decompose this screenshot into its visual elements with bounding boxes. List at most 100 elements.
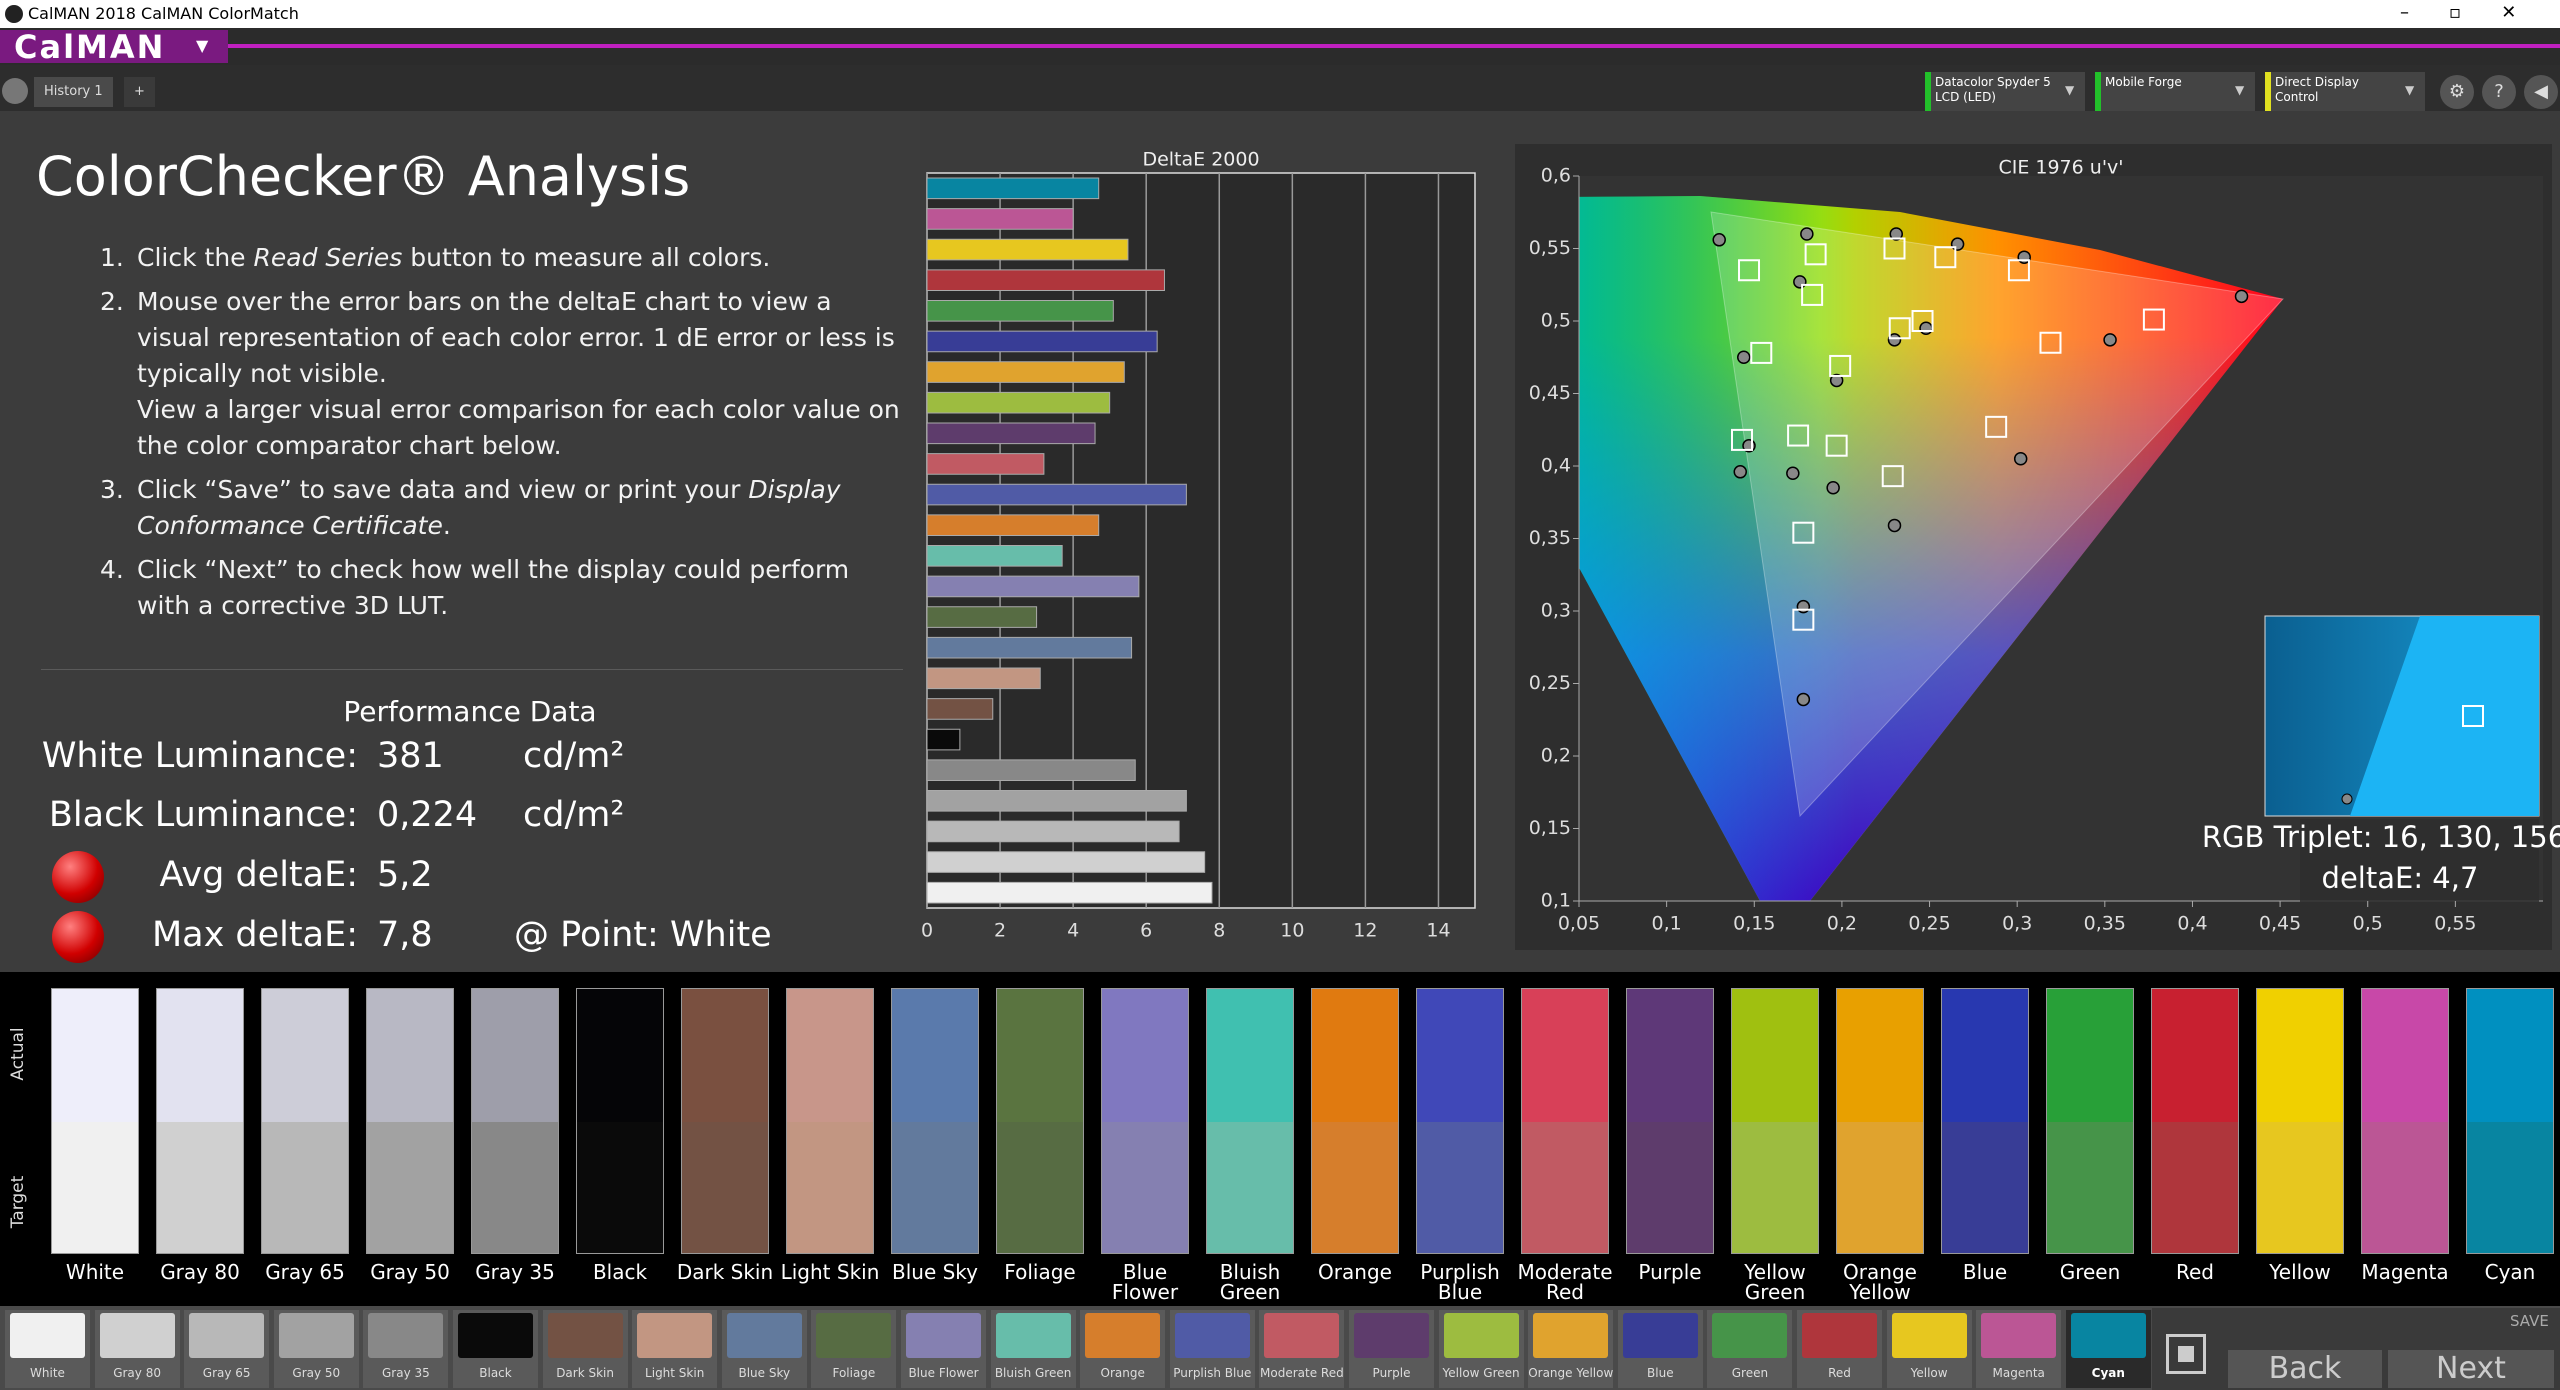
nav-item[interactable]: Dark Skin xyxy=(542,1310,628,1388)
swatch-actual[interactable] xyxy=(471,988,559,1122)
tab[interactable]: History 1 xyxy=(34,77,113,107)
swatch-actual[interactable] xyxy=(1626,988,1714,1122)
target-point xyxy=(2142,308,2165,331)
back-button[interactable]: Back xyxy=(2228,1350,2382,1388)
swatch-target[interactable] xyxy=(1311,1122,1399,1254)
toolbar-button[interactable]: ? xyxy=(2482,75,2516,109)
nav-item[interactable]: Purple xyxy=(1349,1310,1434,1388)
nav-item[interactable]: Orange xyxy=(1080,1310,1166,1388)
measured-point xyxy=(1733,465,1748,479)
nav-item[interactable]: Purplish Blue xyxy=(1169,1310,1255,1388)
nav-item[interactable]: Light Skin xyxy=(632,1310,718,1388)
swatch-actual[interactable] xyxy=(576,988,664,1122)
nav-item[interactable]: Black xyxy=(453,1310,538,1388)
swatch-actual[interactable] xyxy=(1731,988,1819,1122)
swatch-target[interactable] xyxy=(2046,1122,2134,1254)
swatch-actual[interactable] xyxy=(156,988,244,1122)
nav-item[interactable]: Red xyxy=(1797,1310,1882,1388)
nav-item[interactable]: Yellow Green xyxy=(1438,1310,1524,1388)
swatch-actual[interactable] xyxy=(1941,988,2029,1122)
nav-item[interactable]: White xyxy=(5,1310,90,1388)
nav-item[interactable]: Yellow xyxy=(1886,1310,1972,1388)
swatch-actual[interactable] xyxy=(2151,988,2239,1122)
play-button[interactable] xyxy=(2,78,28,104)
nav-item[interactable]: Magenta xyxy=(1976,1310,2062,1388)
swatch-target[interactable] xyxy=(891,1122,979,1254)
bar xyxy=(926,728,961,751)
swatch-target[interactable] xyxy=(1521,1122,1609,1254)
swatch-actual[interactable] xyxy=(1206,988,1294,1122)
nav-item[interactable]: Blue Flower xyxy=(901,1310,986,1388)
swatch-target[interactable] xyxy=(261,1122,349,1254)
source-selector[interactable]: Direct Display Control ▼ xyxy=(2265,72,2425,111)
nav-item[interactable]: Gray 80 xyxy=(94,1310,180,1388)
nav-label: Gray 80 xyxy=(113,1366,161,1380)
swatch-actual[interactable] xyxy=(1416,988,1504,1122)
swatch-target[interactable] xyxy=(51,1122,139,1254)
swatch-target[interactable] xyxy=(471,1122,559,1254)
swatch-target[interactable] xyxy=(2151,1122,2239,1254)
swatch-actual[interactable] xyxy=(1101,988,1189,1122)
swatch-target[interactable] xyxy=(1941,1122,2029,1254)
save-button[interactable]: SAVE xyxy=(2510,1312,2549,1330)
swatch-target[interactable] xyxy=(1626,1122,1714,1254)
swatch-target[interactable] xyxy=(1731,1122,1819,1254)
swatch-target[interactable] xyxy=(681,1122,769,1254)
swatch-target[interactable] xyxy=(576,1122,664,1254)
logo[interactable]: CalMAN ▼ xyxy=(0,28,228,66)
instruction-marker: 2. xyxy=(100,287,124,316)
swatch-target[interactable] xyxy=(2256,1122,2344,1254)
swatch-target[interactable] xyxy=(2466,1122,2554,1254)
next-button[interactable]: Next xyxy=(2388,1350,2554,1388)
swatch-actual[interactable] xyxy=(2256,988,2344,1122)
instruction-text: Click “Next” to check how well the displ… xyxy=(137,555,850,620)
swatch-actual[interactable] xyxy=(996,988,1084,1122)
swatch-actual[interactable] xyxy=(786,988,874,1122)
swatch-actual[interactable] xyxy=(1521,988,1609,1122)
swatch-name: Green xyxy=(2059,1260,2121,1284)
nav-item[interactable]: Moderate Red xyxy=(1259,1310,1345,1388)
swatch-actual[interactable] xyxy=(891,988,979,1122)
swatch-actual[interactable] xyxy=(681,988,769,1122)
window-controls[interactable]: –▫✕ xyxy=(2400,2,2557,23)
swatch-target[interactable] xyxy=(1101,1122,1189,1254)
swatch-actual[interactable] xyxy=(366,988,454,1122)
stop-button[interactable] xyxy=(2166,1334,2206,1374)
nav-item[interactable]: Blue Sky xyxy=(721,1310,807,1388)
toolbar-button[interactable]: ◀ xyxy=(2524,75,2558,109)
swatch-target[interactable] xyxy=(1836,1122,1924,1254)
window-title: CalMAN 2018 CalMAN ColorMatch xyxy=(28,4,299,23)
swatch-target[interactable] xyxy=(996,1122,1084,1254)
nav-item[interactable]: Gray 50 xyxy=(273,1310,359,1388)
nav-item[interactable]: Gray 35 xyxy=(363,1310,449,1388)
swatch-target[interactable] xyxy=(786,1122,874,1254)
nav-item[interactable]: Green xyxy=(1707,1310,1793,1388)
swatch-actual[interactable] xyxy=(2361,988,2449,1122)
nav-item[interactable]: Orange Yellow xyxy=(1528,1310,1614,1388)
status-indicator xyxy=(52,911,104,963)
tab[interactable]: + xyxy=(124,77,155,107)
swatch-name: Foliage xyxy=(1004,1260,1076,1284)
swatch-actual[interactable] xyxy=(261,988,349,1122)
nav-item[interactable]: Foliage xyxy=(811,1310,897,1388)
swatch-target[interactable] xyxy=(156,1122,244,1254)
swatch-target[interactable] xyxy=(2361,1122,2449,1254)
swatch-target[interactable] xyxy=(1206,1122,1294,1254)
swatch-target[interactable] xyxy=(1416,1122,1504,1254)
nav-item[interactable]: Gray 65 xyxy=(184,1310,270,1388)
target-point xyxy=(1792,608,1815,631)
swatch-actual[interactable] xyxy=(2046,988,2134,1122)
swatch-actual[interactable] xyxy=(51,988,139,1122)
swatch-actual[interactable] xyxy=(1311,988,1399,1122)
swatch-target[interactable] xyxy=(366,1122,454,1254)
source-selector[interactable]: Datacolor Spyder 5 LCD (LED) ▼ xyxy=(1925,72,2085,111)
nav-label: Green xyxy=(1731,1366,1769,1380)
swatch-actual[interactable] xyxy=(1836,988,1924,1122)
toolbar-button[interactable]: ⚙ xyxy=(2440,75,2474,109)
nav-item-selected[interactable]: Cyan xyxy=(2065,1310,2151,1388)
nav-item[interactable]: Blue xyxy=(1617,1310,1703,1388)
x-tick-label: 2 xyxy=(994,920,1006,942)
nav-item[interactable]: Bluish Green xyxy=(990,1310,1076,1388)
source-selector[interactable]: Mobile Forge ▼ xyxy=(2095,72,2255,111)
swatch-actual[interactable] xyxy=(2466,988,2554,1122)
